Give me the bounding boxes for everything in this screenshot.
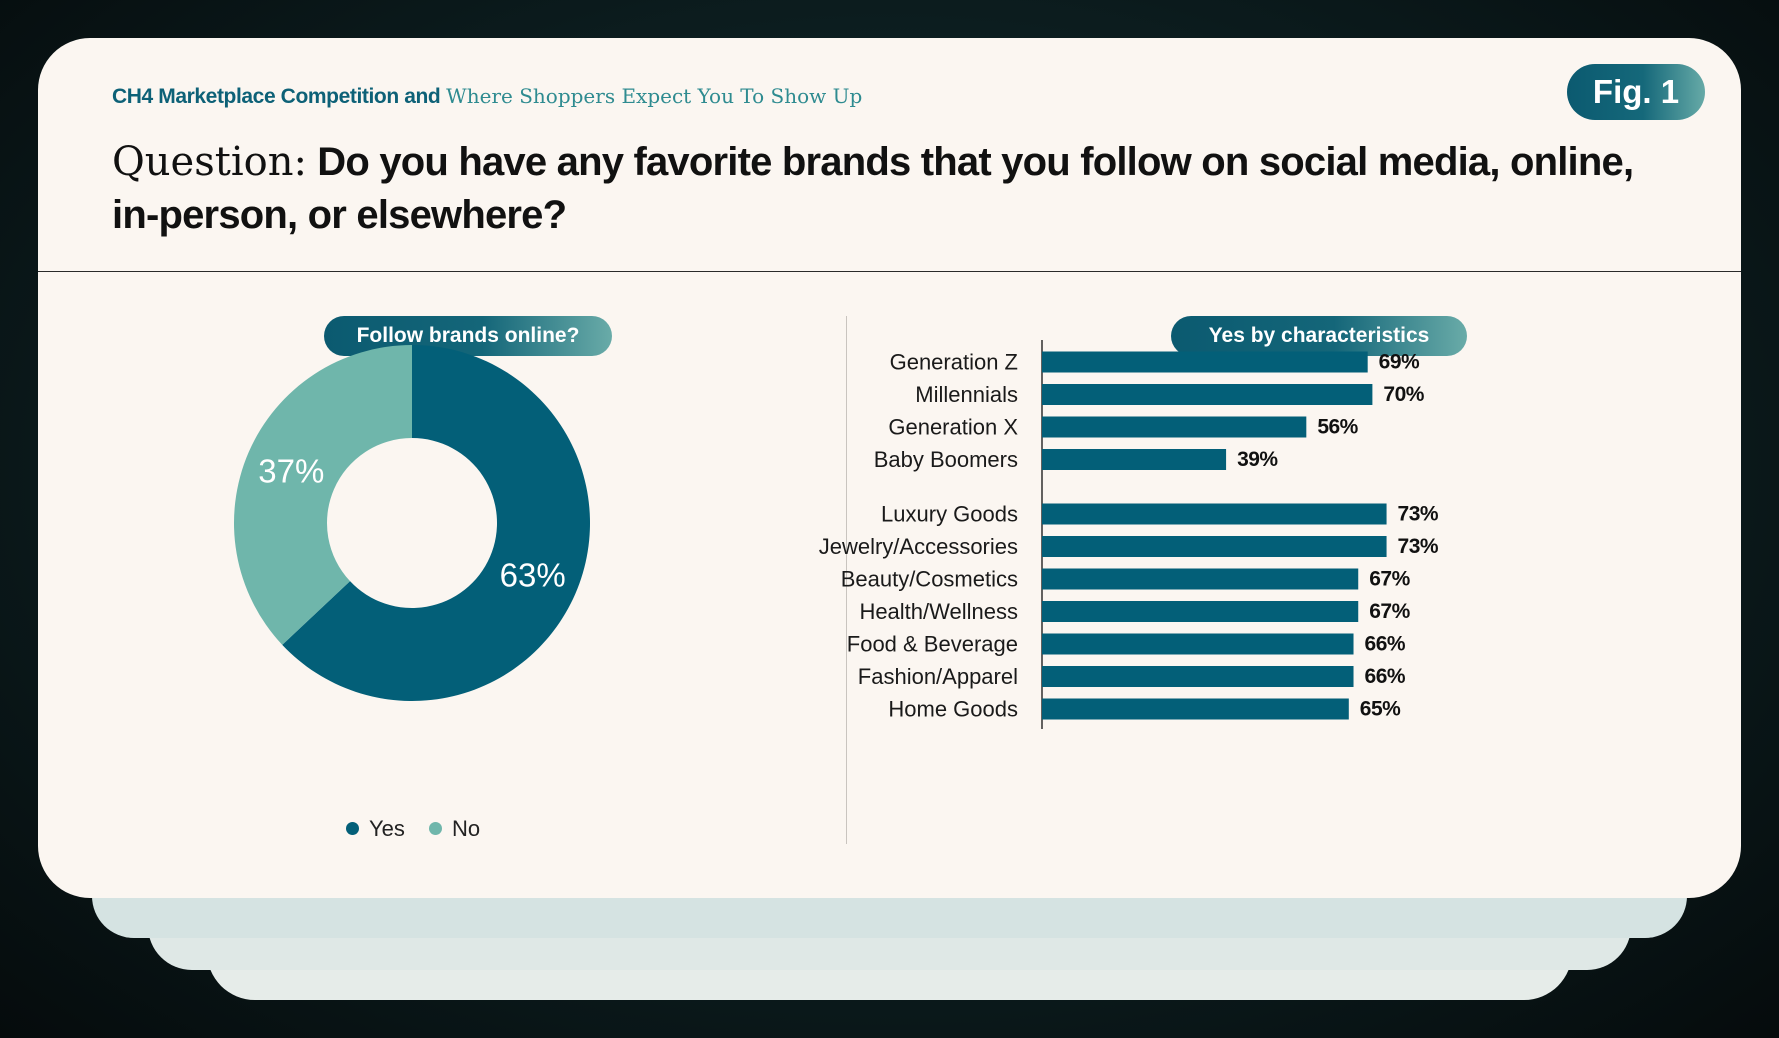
bar-food-beverage (1042, 633, 1354, 655)
bar-category-label: Health/Wellness (859, 599, 1018, 624)
legend-no-label: No (452, 816, 481, 841)
bar-category-label: Generation Z (890, 350, 1018, 375)
panel-divider (846, 316, 847, 844)
donut-slice-yes (282, 345, 591, 701)
bar-value-label: 73% (1398, 503, 1439, 526)
bar-value-label: 66% (1365, 633, 1406, 656)
question-text: Do you have any favorite brands that you… (112, 140, 1634, 237)
bar-category-label: Home Goods (888, 697, 1018, 722)
bar-generation-x (1042, 416, 1307, 438)
bar-category-label: Baby Boomers (874, 447, 1018, 472)
bar-category-label: Millennials (915, 382, 1018, 407)
bar-category-label: Fashion/Apparel (858, 664, 1018, 689)
donut-chart-title: Follow brands online? (324, 316, 612, 356)
bar-luxury-goods (1042, 503, 1387, 525)
bar-category-label: Beauty/Cosmetics (841, 567, 1018, 592)
bar-millennials (1042, 384, 1373, 405)
bar-category-label: Jewelry/Accessories (819, 534, 1018, 559)
bar-value-label: 67% (1369, 568, 1410, 591)
figure-card: CH4 Marketplace Competition and Where Sh… (38, 38, 1741, 898)
legend-no-swatch (429, 822, 442, 835)
question-heading: Question: Do you have any favorite brand… (112, 136, 1672, 242)
header-divider (38, 271, 1741, 272)
legend-yes-swatch (346, 822, 359, 835)
bar-value-label: 69% (1379, 351, 1420, 374)
donut-label-no: 37% (258, 452, 324, 489)
bar-value-label: 67% (1369, 600, 1410, 623)
bar-value-label: 70% (1383, 383, 1424, 406)
bar-chart-title: Yes by characteristics (1171, 316, 1467, 356)
donut-slice-no (234, 345, 412, 645)
chapter-subtitle: CH4 Marketplace Competition and Where Sh… (112, 84, 862, 109)
bar-baby-boomers (1042, 449, 1227, 470)
bar-home-goods (1042, 698, 1349, 720)
donut-chart: 63% 37% (234, 345, 591, 701)
legend-yes: Yes (346, 816, 405, 842)
bar-fashion-apparel (1042, 666, 1354, 687)
bar-health-wellness (1042, 601, 1359, 622)
bar-category-label: Generation X (888, 415, 1018, 440)
bar-generation-z (1042, 351, 1368, 373)
bar-chart: Generation Z 69% Millennials 70% Generation … (819, 340, 1439, 729)
chapter-label: CH4 Marketplace Competition and (112, 85, 441, 108)
bar-jewelry-accessories (1042, 536, 1387, 557)
bar-value-label: 39% (1237, 448, 1278, 471)
question-lead: Question: (112, 139, 307, 185)
bar-value-label: 66% (1365, 665, 1406, 688)
bar-value-label: 56% (1317, 416, 1358, 439)
chapter-topic: Where Shoppers Expect You To Show Up (446, 84, 863, 108)
bar-category-label: Luxury Goods (881, 502, 1018, 527)
bar-category-label: Food & Beverage (847, 632, 1018, 657)
legend-no: No (429, 816, 480, 842)
bar-beauty-cosmetics (1042, 568, 1359, 590)
figure-badge: Fig. 1 (1567, 64, 1705, 120)
bar-value-label: 73% (1398, 535, 1439, 558)
legend-yes-label: Yes (369, 816, 405, 841)
donut-label-yes: 63% (500, 557, 566, 594)
bar-value-label: 65% (1360, 698, 1401, 721)
